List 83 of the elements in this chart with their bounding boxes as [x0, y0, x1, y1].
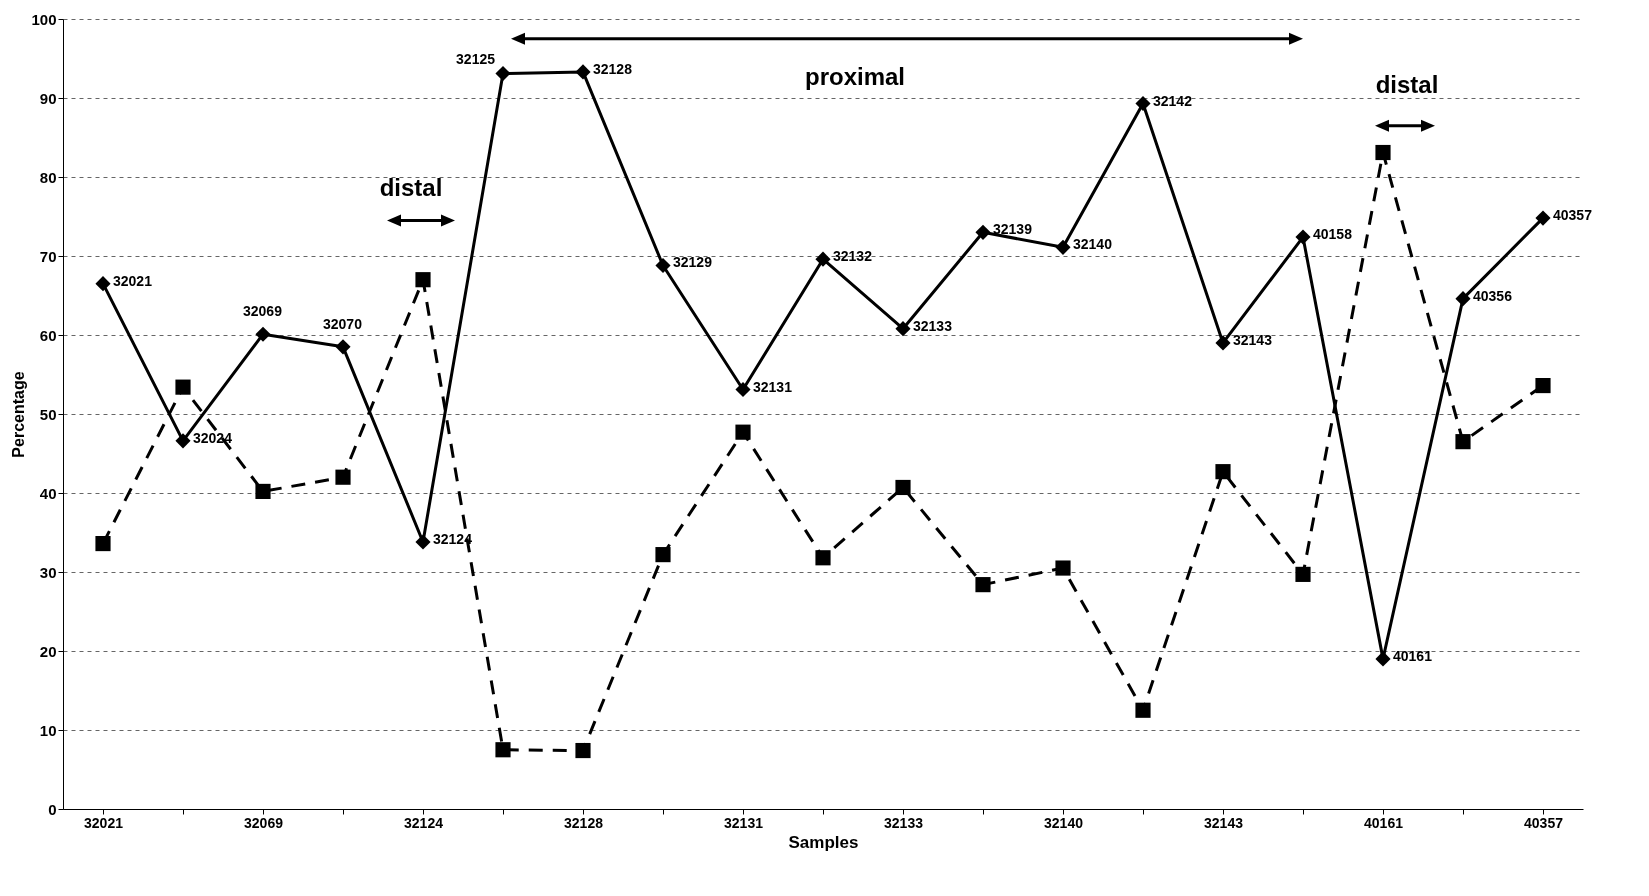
x-axis-title: Samples — [788, 832, 859, 852]
x-tick-label: 40357 — [1524, 814, 1564, 831]
annotation: 40356 — [1473, 287, 1513, 304]
point — [175, 433, 191, 449]
annotation: 32133 — [913, 317, 953, 334]
y-tick-label: 60 — [39, 326, 57, 344]
point — [1215, 335, 1231, 351]
point — [1055, 239, 1071, 255]
x-tick-label: 40161 — [1364, 814, 1404, 831]
annotation: 32131 — [753, 378, 793, 395]
annotation: 32124 — [433, 530, 473, 547]
y-tick-label: 0 — [48, 800, 57, 818]
y-tick-label: 10 — [39, 721, 57, 739]
point — [575, 742, 591, 759]
annotation: distal — [379, 173, 443, 201]
point — [175, 379, 191, 395]
point — [975, 224, 991, 240]
y-tick-label: 70 — [39, 247, 57, 265]
point — [655, 257, 671, 274]
annotation: 32132 — [833, 248, 873, 265]
point — [575, 64, 591, 80]
annotation: distal — [1375, 71, 1439, 99]
point — [1055, 560, 1071, 576]
point — [815, 550, 831, 566]
annotation: 32024 — [193, 429, 233, 446]
y-tick-label: 20 — [39, 642, 57, 660]
point — [1375, 651, 1391, 667]
point — [735, 381, 751, 398]
annotation: 32021 — [113, 272, 153, 289]
point — [415, 272, 431, 288]
annotation: 32139 — [993, 221, 1033, 238]
x-tick-label: 32143 — [1204, 814, 1244, 831]
point — [1535, 210, 1551, 226]
point — [335, 339, 351, 355]
point — [1295, 566, 1311, 582]
annotation: 32070 — [323, 315, 363, 332]
point — [895, 479, 911, 496]
annotation: 40161 — [1393, 647, 1433, 664]
annotation: 32069 — [243, 303, 283, 320]
annotation: 32125 — [456, 50, 496, 67]
point — [95, 535, 111, 552]
y-tick-label: 100 — [31, 10, 57, 28]
x-tick-label: 32021 — [84, 814, 124, 831]
annotation: 32142 — [1153, 92, 1193, 109]
x-tick-label: 32131 — [724, 814, 764, 831]
x-tick-label: 32069 — [244, 814, 284, 831]
point — [1535, 377, 1551, 394]
x-tick-label: 32133 — [884, 814, 924, 831]
x-tick-label: 32124 — [404, 814, 444, 831]
point — [415, 534, 431, 550]
x-tick-label: 32128 — [564, 814, 604, 831]
point — [95, 276, 111, 292]
point — [335, 469, 351, 485]
annotation: proximal — [804, 63, 906, 91]
point — [895, 321, 911, 337]
annotation: 32140 — [1073, 236, 1113, 253]
point — [495, 742, 511, 758]
point — [815, 251, 831, 267]
y-tick-label: 80 — [39, 168, 57, 186]
point — [255, 483, 271, 499]
y-axis-title: Percentage — [10, 371, 28, 458]
point — [255, 326, 271, 342]
annotation: 32128 — [593, 60, 633, 77]
y-tick-label: 30 — [39, 563, 57, 581]
y-tick-label: 40 — [39, 484, 57, 502]
annotation: 32129 — [673, 254, 713, 271]
point — [735, 424, 751, 440]
point — [1215, 464, 1231, 480]
annotation: 40158 — [1313, 226, 1353, 243]
point — [1455, 434, 1471, 450]
point — [1295, 229, 1311, 245]
point — [1455, 291, 1471, 307]
point — [495, 65, 511, 82]
y-tick-label: 90 — [39, 89, 57, 107]
annotation: 40357 — [1553, 207, 1593, 224]
point — [975, 577, 991, 593]
x-tick-label: 32140 — [1044, 814, 1084, 831]
point — [1135, 702, 1151, 718]
point — [1375, 144, 1391, 161]
annotation: 32143 — [1233, 331, 1273, 348]
point — [655, 547, 671, 563]
point — [1135, 95, 1151, 112]
y-tick-label: 50 — [39, 405, 57, 423]
